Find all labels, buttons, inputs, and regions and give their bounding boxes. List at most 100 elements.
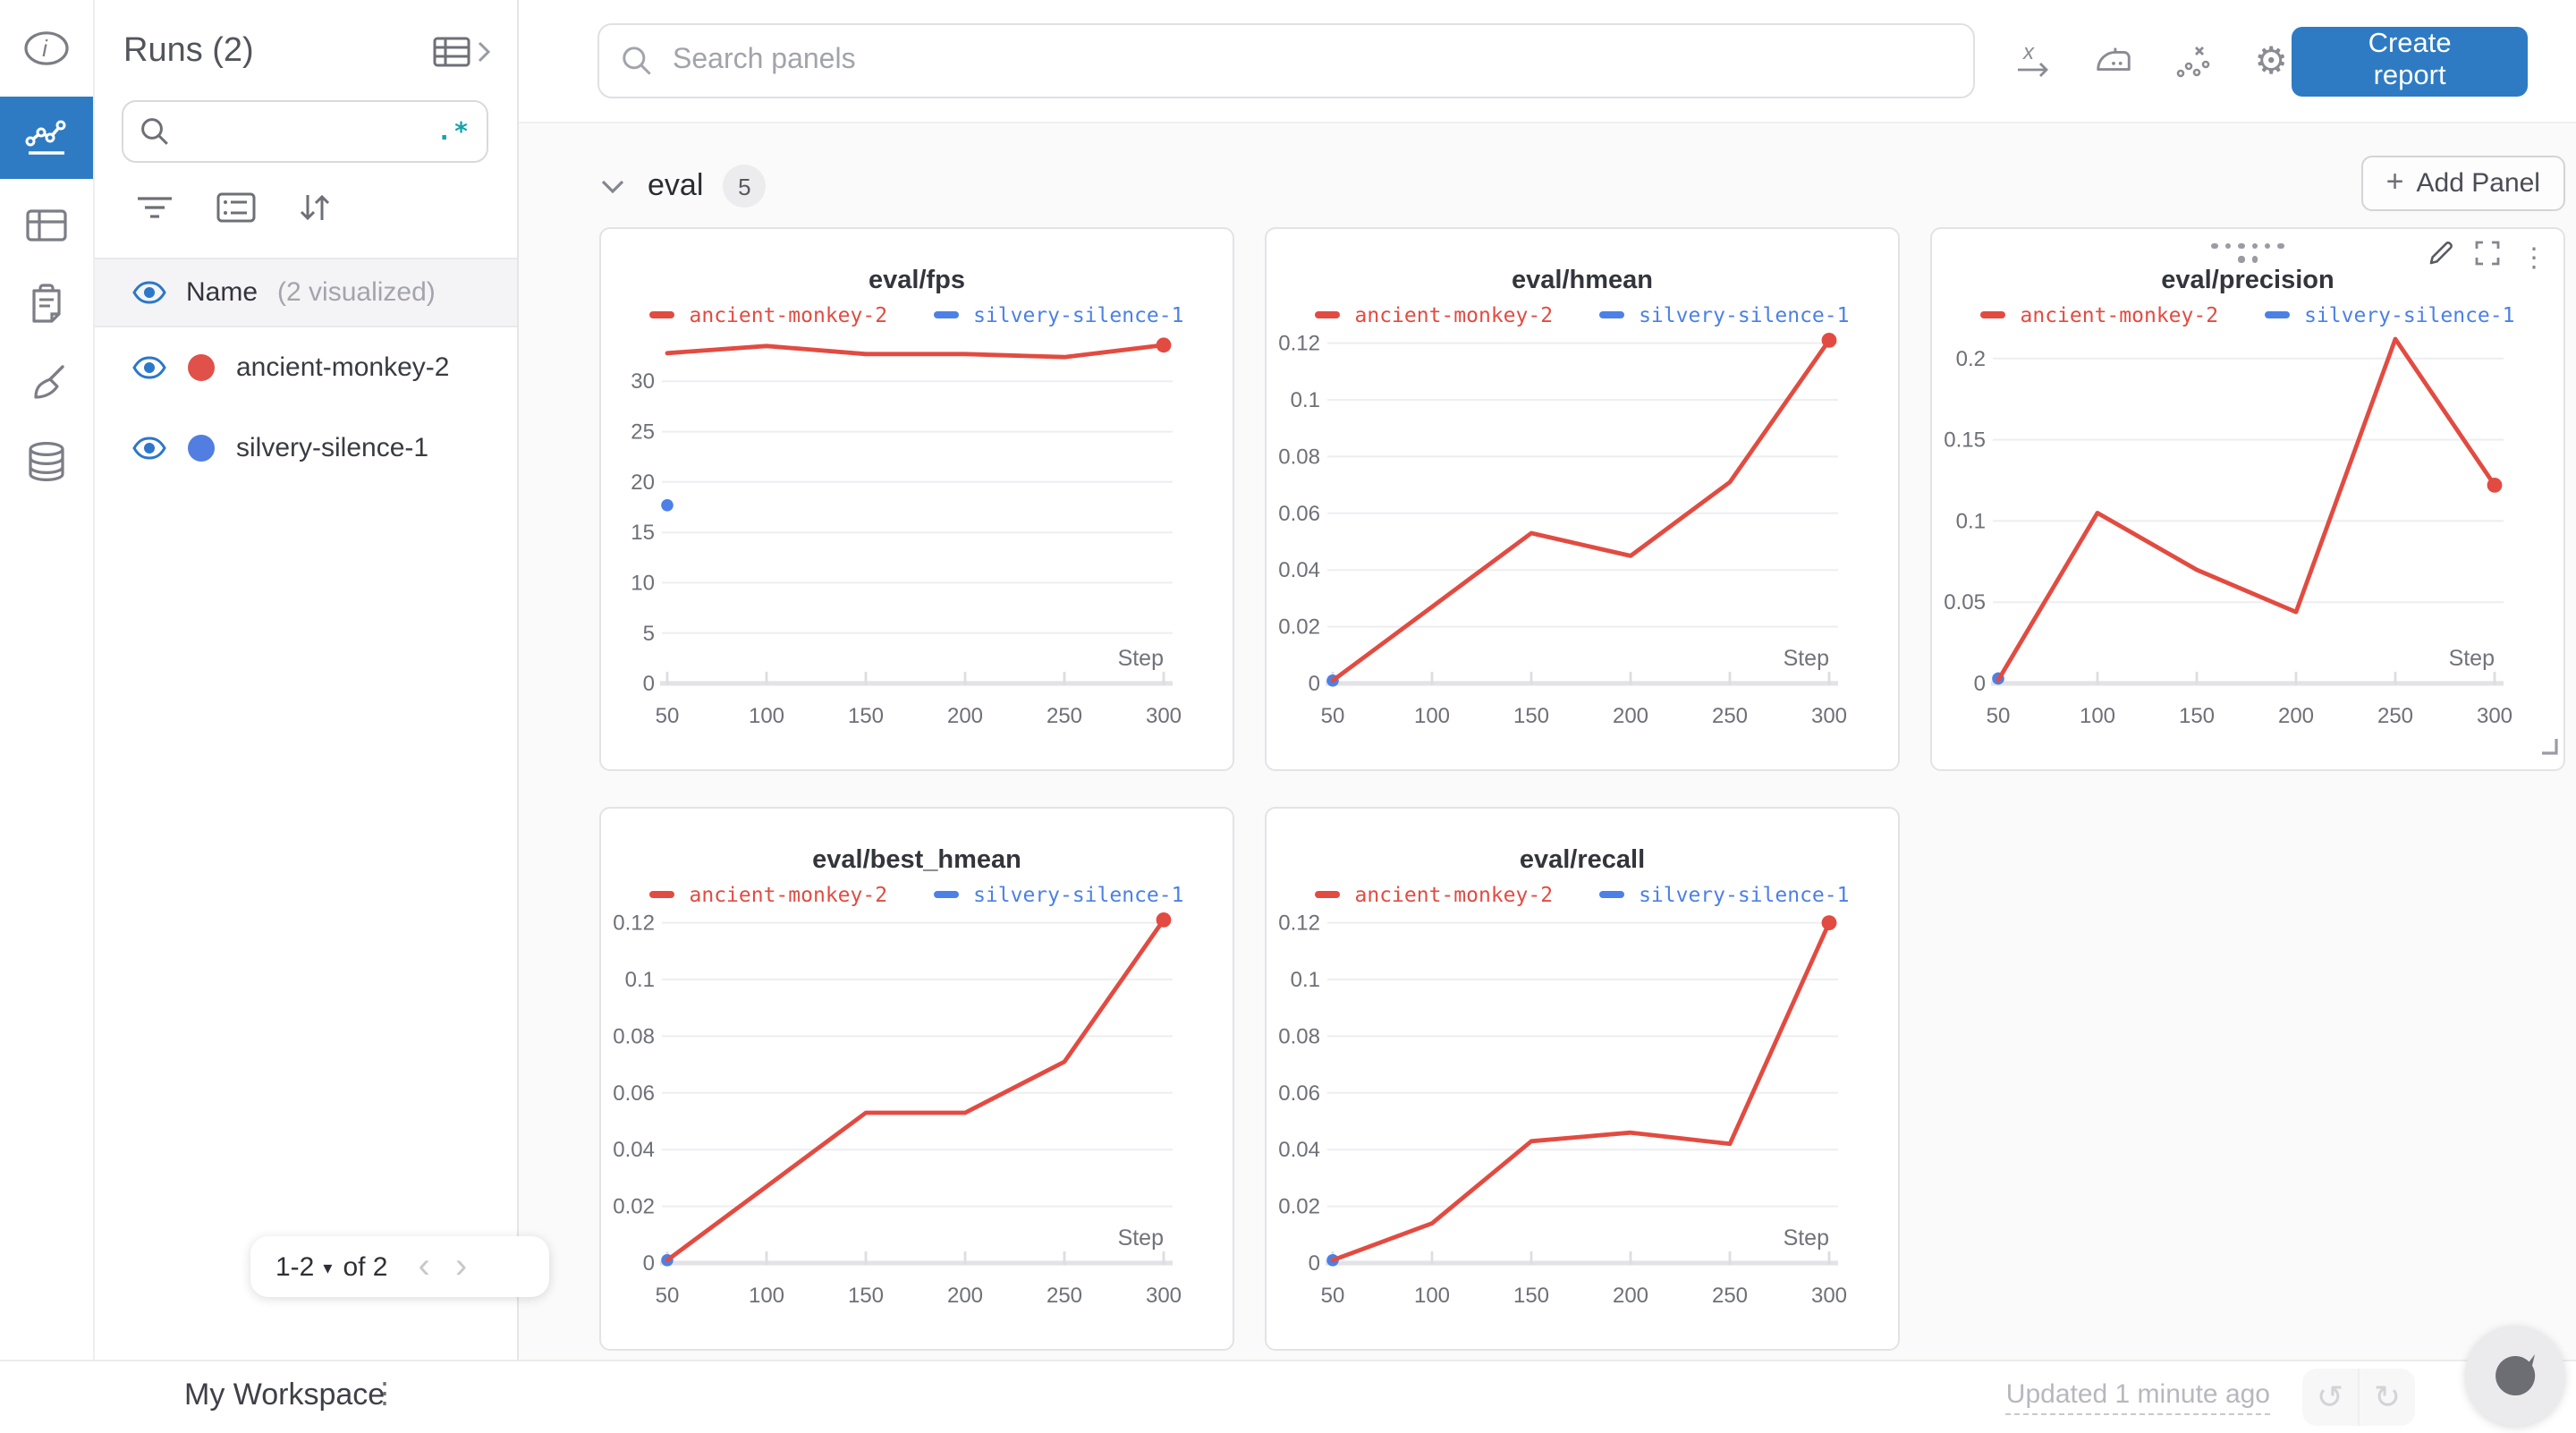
add-panel-button[interactable]: + Add Panel bbox=[2360, 156, 2565, 211]
svg-text:250: 250 bbox=[1046, 704, 1082, 728]
legend-label: silvery-silence-1 bbox=[973, 302, 1184, 327]
updated-timestamp[interactable]: Updated 1 minute ago bbox=[2005, 1379, 2270, 1415]
group-icon[interactable] bbox=[216, 191, 256, 233]
workspace-menu-kebab-icon[interactable]: ⋮ bbox=[370, 1379, 399, 1410]
svg-text:50: 50 bbox=[1987, 704, 2011, 728]
svg-text:150: 150 bbox=[1513, 1284, 1549, 1308]
workspace-charts-tab[interactable] bbox=[0, 97, 93, 179]
chart-plot-area[interactable]: 0 0.02 0.04 0.06 0.08 0.1 0.12 50 100 150 200 250 30… bbox=[1267, 911, 1898, 1327]
table-tab[interactable] bbox=[0, 186, 93, 265]
legend-entry[interactable]: ancient-monkey-2 bbox=[1980, 302, 2218, 327]
svg-text:300: 300 bbox=[1811, 704, 1847, 728]
svg-text:0: 0 bbox=[643, 672, 655, 696]
svg-text:200: 200 bbox=[1613, 1284, 1648, 1308]
runs-list-header[interactable]: Name (2 visualized) bbox=[93, 258, 517, 327]
chart-plot-area[interactable]: 0 0.02 0.04 0.06 0.08 0.1 0.12 50 100 150 200 250 30… bbox=[601, 911, 1233, 1327]
svg-text:100: 100 bbox=[1414, 704, 1450, 728]
svg-text:0.12: 0.12 bbox=[1278, 912, 1320, 936]
legend-swatch bbox=[1599, 311, 1625, 318]
legend-entry[interactable]: silvery-silence-1 bbox=[1599, 882, 1849, 907]
outliers-icon[interactable] bbox=[2172, 40, 2213, 81]
section-collapse-chevron-icon[interactable] bbox=[599, 177, 626, 195]
settings-gear-icon[interactable]: ⚙ bbox=[2254, 40, 2289, 81]
legend-entry[interactable]: silvery-silence-1 bbox=[2265, 302, 2514, 327]
svg-text:100: 100 bbox=[749, 704, 784, 728]
svg-text:0: 0 bbox=[1309, 1251, 1320, 1276]
legend-entry[interactable]: ancient-monkey-2 bbox=[649, 882, 887, 907]
legend-entry[interactable]: silvery-silence-1 bbox=[934, 302, 1183, 327]
legend-swatch bbox=[1315, 891, 1341, 898]
svg-text:200: 200 bbox=[947, 704, 983, 728]
legend-entry[interactable]: ancient-monkey-2 bbox=[1315, 882, 1553, 907]
run-name: ancient-monkey-2 bbox=[236, 352, 450, 383]
artifacts-tab[interactable] bbox=[0, 422, 93, 501]
eye-icon[interactable] bbox=[132, 281, 166, 304]
section-title[interactable]: eval bbox=[648, 168, 704, 202]
resize-handle-icon[interactable] bbox=[2540, 732, 2558, 764]
runs-visualized-count: (2 visualized) bbox=[277, 277, 436, 308]
svg-text:Step: Step bbox=[1784, 646, 1829, 671]
filter-icon[interactable] bbox=[136, 193, 174, 231]
legend-label: silvery-silence-1 bbox=[973, 882, 1184, 907]
create-report-button[interactable]: Create report bbox=[2292, 26, 2528, 96]
legend-swatch bbox=[649, 891, 675, 898]
panel-menu-kebab-icon[interactable]: ⋮ bbox=[2521, 242, 2547, 273]
svg-text:100: 100 bbox=[749, 1284, 784, 1308]
chart-title: eval/best_hmean bbox=[812, 846, 1021, 875]
runs-column-name: Name bbox=[186, 277, 258, 308]
run-row[interactable]: silvery-silence-1 bbox=[93, 408, 517, 488]
runs-list: ancient-monkey-2 silvery-silence-1 bbox=[93, 327, 517, 488]
run-color-dot bbox=[188, 435, 215, 462]
legend-entry[interactable]: silvery-silence-1 bbox=[1599, 302, 1849, 327]
eye-icon[interactable] bbox=[132, 356, 166, 379]
next-page-icon[interactable]: › bbox=[454, 1247, 468, 1286]
svg-text:150: 150 bbox=[848, 1284, 884, 1308]
chart-plot-area[interactable]: 0 5 10 15 20 25 30 50 100 150 200 250 300 Step bbox=[601, 331, 1233, 748]
regex-toggle-icon[interactable]: .* bbox=[436, 117, 470, 146]
legend-swatch bbox=[1599, 891, 1625, 898]
runs-search[interactable]: .* bbox=[122, 100, 488, 163]
svg-text:15: 15 bbox=[631, 521, 655, 545]
undo-button[interactable]: ↺ bbox=[2302, 1369, 2360, 1426]
run-row[interactable]: ancient-monkey-2 bbox=[93, 327, 517, 408]
smoothing-icon[interactable] bbox=[2093, 40, 2134, 81]
chart-panel-eval-precision[interactable]: eval/precision ancient-monkey-2 silvery-s… bbox=[1930, 227, 2565, 771]
chart-title: eval/fps bbox=[869, 267, 965, 295]
svg-text:0.04: 0.04 bbox=[1278, 558, 1320, 582]
page-range[interactable]: 1-2 bbox=[275, 1251, 315, 1282]
svg-text:0.12: 0.12 bbox=[613, 912, 655, 936]
legend-entry[interactable]: ancient-monkey-2 bbox=[649, 302, 887, 327]
redo-button[interactable]: ↻ bbox=[2373, 1378, 2402, 1414]
eye-icon[interactable] bbox=[132, 437, 166, 460]
chart-panel-eval-fps[interactable]: eval/fps ancient-monkey-2 silvery-silence… bbox=[599, 227, 1234, 771]
panel-search[interactable] bbox=[597, 23, 1976, 98]
panel-drag-handle-icon[interactable] bbox=[2210, 243, 2285, 263]
logs-tab[interactable] bbox=[0, 265, 93, 343]
legend-entry[interactable]: silvery-silence-1 bbox=[934, 882, 1183, 907]
database-icon bbox=[29, 441, 64, 482]
svg-text:200: 200 bbox=[1613, 704, 1648, 728]
info-icon[interactable]: i bbox=[0, 0, 93, 97]
sort-icon[interactable] bbox=[299, 191, 331, 233]
page-size-caret-icon[interactable]: ▾ bbox=[323, 1259, 333, 1278]
chart-panel-eval-best-hmean[interactable]: eval/best_hmean ancient-monkey-2 silvery-… bbox=[599, 807, 1234, 1351]
runs-search-input[interactable] bbox=[170, 116, 437, 147]
edit-panel-pencil-icon[interactable] bbox=[2428, 240, 2454, 276]
chart-plot-area[interactable]: 0 0.02 0.04 0.06 0.08 0.1 0.12 50 100 150 200 250 30… bbox=[1267, 331, 1898, 748]
prev-page-icon[interactable]: ‹ bbox=[418, 1247, 430, 1286]
legend-entry[interactable]: ancient-monkey-2 bbox=[1315, 302, 1553, 327]
x-axis-settings-icon[interactable]: x bbox=[2014, 40, 2055, 81]
sweeps-tab[interactable] bbox=[0, 343, 93, 422]
runs-panel: Runs (2) .* Name (2 visualized bbox=[93, 0, 549, 1360]
section-panel-count-badge: 5 bbox=[723, 165, 767, 208]
chart-legend: ancient-monkey-2 silvery-silence-1 bbox=[1267, 301, 1898, 329]
svg-text:100: 100 bbox=[1414, 1284, 1450, 1308]
fullscreen-icon[interactable] bbox=[2474, 240, 2501, 276]
panel-search-input[interactable] bbox=[669, 43, 1953, 79]
chart-panel-eval-recall[interactable]: eval/recall ancient-monkey-2 silvery-sile… bbox=[1265, 807, 1900, 1351]
chart-plot-area[interactable]: 0 0.05 0.1 0.15 0.2 50 100 150 200 250 300 Step bbox=[1932, 331, 2563, 748]
chart-panel-eval-hmean[interactable]: eval/hmean ancient-monkey-2 silvery-silen… bbox=[1265, 227, 1900, 771]
workspace-name[interactable]: My Workspace bbox=[184, 1378, 386, 1412]
support-chat-button[interactable] bbox=[2465, 1326, 2565, 1426]
runs-table-toggle[interactable] bbox=[433, 36, 492, 68]
